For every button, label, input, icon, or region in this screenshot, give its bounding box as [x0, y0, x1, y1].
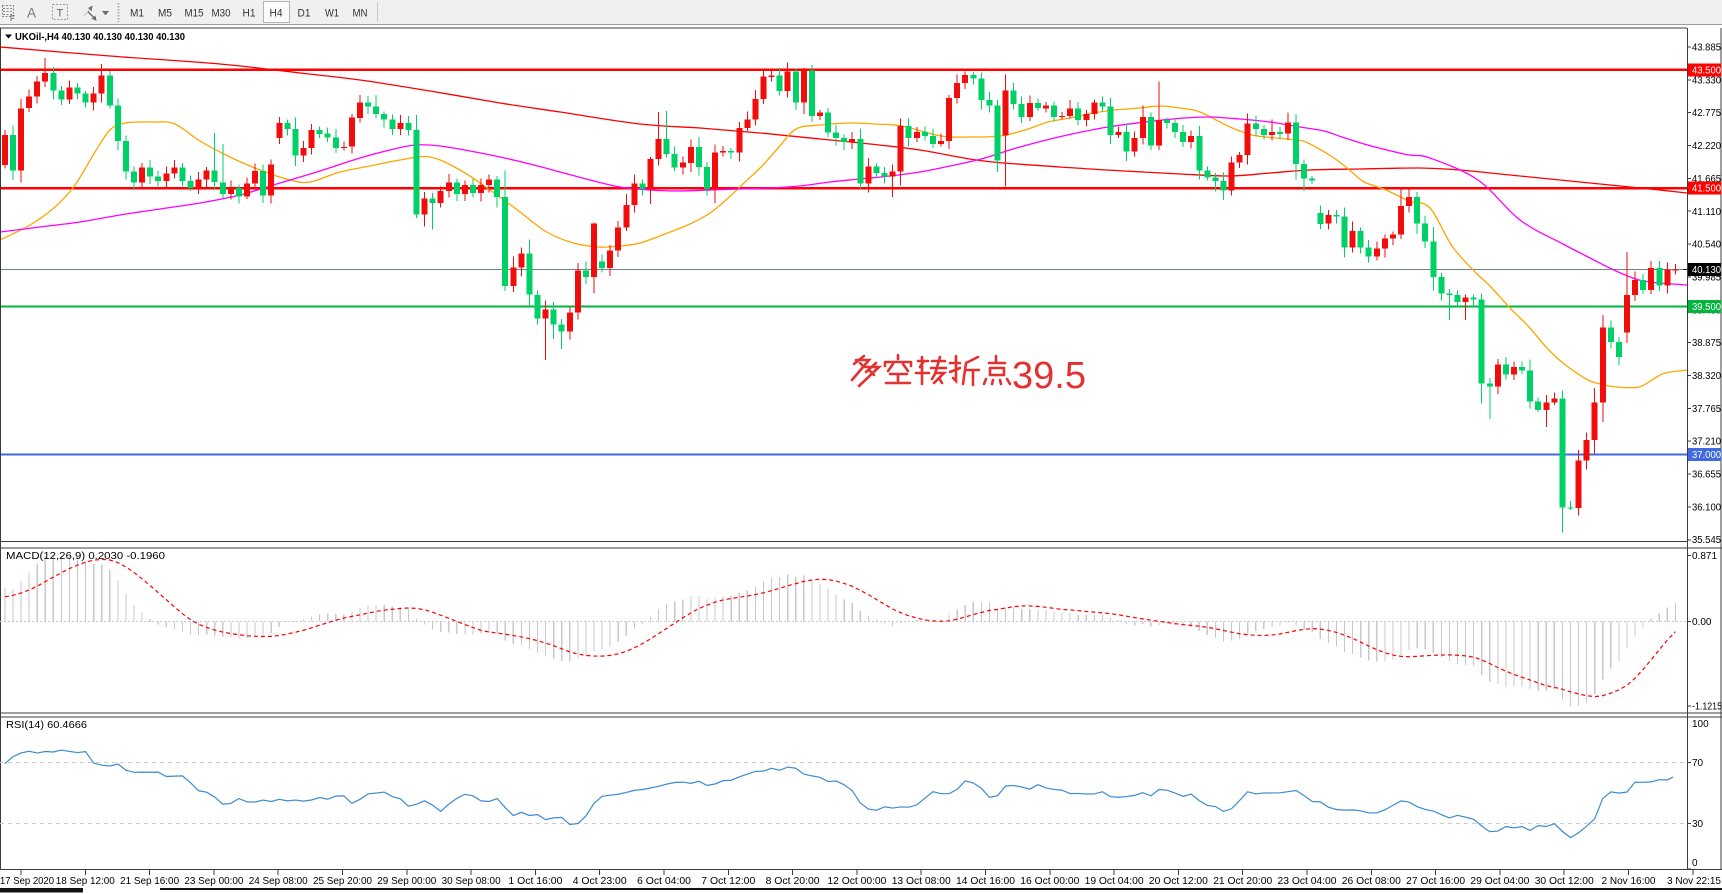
svg-text:29 Oct 04:00: 29 Oct 04:00	[1470, 875, 1529, 887]
svg-text:21 Sep 16:00: 21 Sep 16:00	[120, 875, 179, 887]
svg-text:M1: M1	[130, 8, 144, 20]
svg-text:24 Sep 08:00: 24 Sep 08:00	[249, 875, 308, 887]
svg-text:2 Nov 16:00: 2 Nov 16:00	[1602, 875, 1656, 887]
svg-text:8 Oct 20:00: 8 Oct 20:00	[766, 875, 820, 887]
svg-text:MACD(12,26,9) 0.2030 -0.1960: MACD(12,26,9) 0.2030 -0.1960	[6, 550, 165, 562]
svg-text:0.871: 0.871	[1692, 551, 1717, 562]
svg-text:100: 100	[1692, 719, 1709, 730]
svg-text:18 Sep 12:00: 18 Sep 12:00	[56, 875, 115, 887]
svg-text:17 Sep 2020: 17 Sep 2020	[0, 875, 54, 887]
svg-text:0: 0	[1692, 858, 1698, 869]
svg-text:20 Oct 12:00: 20 Oct 12:00	[1149, 875, 1208, 887]
svg-text:70: 70	[1692, 758, 1704, 769]
svg-text:38.320: 38.320	[1692, 371, 1721, 382]
svg-text:M30: M30	[212, 8, 231, 20]
svg-text:A: A	[27, 6, 36, 21]
svg-text:7 Oct 12:00: 7 Oct 12:00	[701, 875, 755, 887]
svg-text:39.500: 39.500	[1692, 302, 1721, 313]
svg-text:41.110: 41.110	[1692, 207, 1721, 218]
svg-text:UKOil-,H4 40.130 40.130 40.13: UKOil-,H4 40.130 40.130 40.130 40.130	[15, 31, 185, 43]
svg-text:14 Oct 16:00: 14 Oct 16:00	[956, 875, 1015, 887]
svg-text:H1: H1	[243, 8, 256, 20]
svg-text:16 Oct 00:00: 16 Oct 00:00	[1020, 875, 1079, 887]
svg-text:-1.1215: -1.1215	[1692, 702, 1722, 713]
svg-text:36.655: 36.655	[1692, 470, 1721, 481]
svg-text:40.540: 40.540	[1692, 240, 1721, 251]
svg-text:39.985: 39.985	[1692, 273, 1721, 284]
svg-text:6 Oct 04:00: 6 Oct 04:00	[637, 875, 691, 887]
svg-text:0.00: 0.00	[1692, 617, 1712, 628]
svg-text:19 Oct 04:00: 19 Oct 04:00	[1085, 875, 1144, 887]
svg-text:1 Oct 16:00: 1 Oct 16:00	[508, 875, 562, 887]
svg-text:M5: M5	[158, 8, 172, 20]
svg-text:23 Oct 04:00: 23 Oct 04:00	[1278, 875, 1337, 887]
svg-text:38.875: 38.875	[1692, 338, 1721, 349]
svg-text:F: F	[10, 14, 15, 23]
svg-text:12 Oct 00:00: 12 Oct 00:00	[827, 875, 886, 887]
svg-text:42.220: 42.220	[1692, 141, 1721, 152]
svg-text:T: T	[57, 8, 64, 20]
svg-text:41.500: 41.500	[1692, 184, 1721, 195]
svg-text:W1: W1	[325, 8, 339, 20]
svg-text:42.775: 42.775	[1692, 108, 1721, 119]
svg-text:D1: D1	[298, 8, 311, 20]
svg-text:21 Oct 20:00: 21 Oct 20:00	[1213, 875, 1272, 887]
svg-text:43.330: 43.330	[1692, 75, 1721, 86]
svg-text:13 Oct 08:00: 13 Oct 08:00	[892, 875, 951, 887]
svg-text:3 Nov 22:15: 3 Nov 22:15	[1667, 875, 1721, 887]
svg-text:26 Oct 08:00: 26 Oct 08:00	[1342, 875, 1401, 887]
svg-text:35.545: 35.545	[1692, 535, 1721, 546]
svg-text:4 Oct 23:00: 4 Oct 23:00	[573, 875, 627, 887]
svg-text:43.500: 43.500	[1692, 65, 1721, 76]
svg-text:36.100: 36.100	[1692, 502, 1721, 513]
svg-text:25 Sep 20:00: 25 Sep 20:00	[313, 875, 372, 887]
svg-text:29 Sep 00:00: 29 Sep 00:00	[377, 875, 436, 887]
svg-text:RSI(14) 60.4666: RSI(14) 60.4666	[6, 719, 87, 731]
svg-text:23 Sep 00:00: 23 Sep 00:00	[184, 875, 243, 887]
svg-text:30 Oct 12:00: 30 Oct 12:00	[1535, 875, 1594, 887]
svg-text:37.765: 37.765	[1692, 404, 1721, 415]
svg-text:M15: M15	[185, 8, 204, 20]
svg-text:H4: H4	[270, 8, 283, 20]
svg-text:30: 30	[1692, 819, 1704, 830]
svg-text:37.210: 37.210	[1692, 437, 1721, 448]
svg-text:MN: MN	[353, 8, 368, 20]
svg-text:30 Sep 08:00: 30 Sep 08:00	[442, 875, 501, 887]
svg-text:27 Oct 16:00: 27 Oct 16:00	[1406, 875, 1465, 887]
svg-text:37.000: 37.000	[1692, 450, 1721, 461]
svg-text:43.885: 43.885	[1692, 43, 1721, 54]
svg-text:39.5: 39.5	[1012, 355, 1086, 397]
svg-text:40.130: 40.130	[1692, 265, 1721, 276]
svg-text:41.665: 41.665	[1692, 174, 1721, 185]
